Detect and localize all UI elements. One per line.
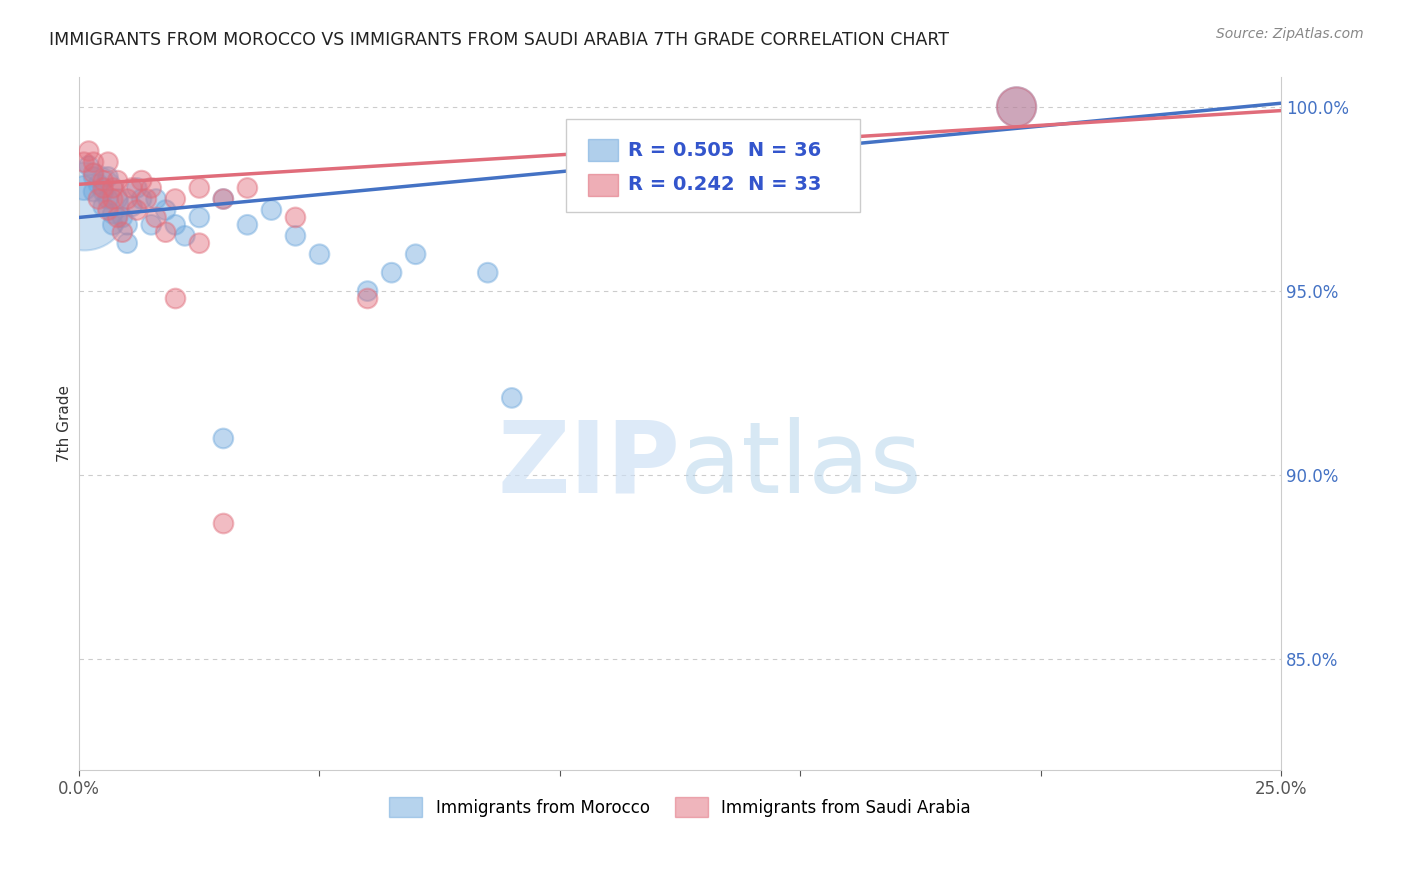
Point [115, 192, 138, 206]
Point [212, 192, 235, 206]
Point [1005, 100, 1028, 114]
Point [111, 225, 134, 239]
Point [131, 192, 153, 206]
Point [83, 166, 105, 180]
Point [135, 192, 157, 206]
Point [101, 207, 124, 221]
Point [73, 155, 96, 169]
Point [97, 169, 120, 184]
Point [125, 202, 148, 217]
Point [73, 199, 96, 213]
Text: atlas: atlas [681, 417, 922, 514]
Point [73, 181, 96, 195]
Point [91, 181, 114, 195]
Point [188, 211, 211, 225]
Point [77, 144, 100, 158]
Point [165, 292, 187, 306]
Point [131, 173, 153, 187]
Point [260, 202, 283, 217]
Text: Source: ZipAtlas.com: Source: ZipAtlas.com [1216, 27, 1364, 41]
Point [91, 185, 114, 199]
Point [87, 178, 110, 192]
Point [87, 192, 110, 206]
Point [188, 236, 211, 251]
Point [501, 391, 523, 405]
Point [121, 181, 143, 195]
Point [107, 173, 129, 187]
Text: R = 0.505  N = 36: R = 0.505 N = 36 [628, 141, 821, 160]
Point [284, 211, 307, 225]
Point [188, 181, 211, 195]
Point [77, 159, 100, 173]
Point [155, 202, 177, 217]
Point [405, 247, 427, 261]
Point [236, 181, 259, 195]
Point [356, 292, 378, 306]
FancyBboxPatch shape [565, 119, 860, 212]
Point [121, 199, 143, 213]
Point [83, 185, 105, 199]
Point [125, 181, 148, 195]
FancyBboxPatch shape [588, 139, 617, 161]
Point [91, 199, 114, 213]
Point [107, 211, 129, 225]
Point [212, 192, 235, 206]
Point [101, 192, 124, 206]
Point [83, 155, 105, 169]
Point [165, 218, 187, 232]
Point [236, 218, 259, 232]
Point [284, 228, 307, 243]
Point [101, 181, 124, 195]
Point [115, 218, 138, 232]
Point [308, 247, 330, 261]
Point [477, 266, 499, 280]
Point [83, 169, 105, 184]
Point [212, 516, 235, 531]
Point [97, 192, 120, 206]
Point [356, 284, 378, 298]
FancyBboxPatch shape [588, 174, 617, 196]
Point [381, 266, 404, 280]
Point [111, 211, 134, 225]
Point [91, 173, 114, 187]
Legend: Immigrants from Morocco, Immigrants from Saudi Arabia: Immigrants from Morocco, Immigrants from… [382, 790, 977, 824]
Text: R = 0.242  N = 33: R = 0.242 N = 33 [628, 176, 821, 194]
Point [101, 218, 124, 232]
Point [107, 192, 129, 206]
Point [145, 211, 167, 225]
Point [141, 218, 163, 232]
Point [97, 155, 120, 169]
Text: ZIP: ZIP [498, 417, 681, 514]
Point [165, 192, 187, 206]
Point [155, 225, 177, 239]
Point [212, 432, 235, 446]
Point [173, 228, 195, 243]
Point [115, 236, 138, 251]
Point [145, 192, 167, 206]
Point [97, 202, 120, 217]
Text: IMMIGRANTS FROM MOROCCO VS IMMIGRANTS FROM SAUDI ARABIA 7TH GRADE CORRELATION CH: IMMIGRANTS FROM MOROCCO VS IMMIGRANTS FR… [49, 31, 949, 49]
Point [1005, 100, 1028, 114]
Y-axis label: 7th Grade: 7th Grade [58, 385, 72, 462]
Point [141, 181, 163, 195]
